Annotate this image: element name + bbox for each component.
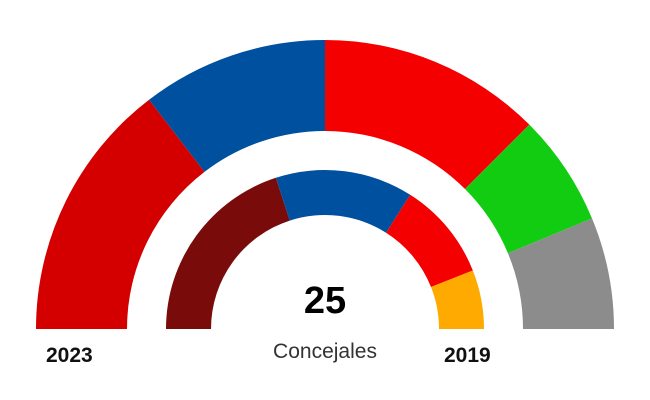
- slice-2019-3: [386, 194, 473, 288]
- slice-2023-1: [36, 99, 205, 329]
- slice-2019-2: [275, 170, 411, 233]
- year-label-2023: 2023: [46, 344, 93, 367]
- slice-2023-4: [465, 124, 593, 254]
- slice-2023-2: [149, 40, 325, 172]
- ring-2023: [36, 40, 614, 329]
- year-label-2019: 2019: [444, 344, 491, 367]
- ring-2019: [166, 170, 484, 329]
- slice-2019-4: [430, 270, 484, 329]
- total-seats: 25: [303, 280, 347, 322]
- slice-2023-5: [507, 218, 614, 329]
- slice-2019-1: [166, 177, 290, 329]
- total-label: Concejales: [273, 340, 377, 363]
- slice-2023-3: [325, 40, 530, 189]
